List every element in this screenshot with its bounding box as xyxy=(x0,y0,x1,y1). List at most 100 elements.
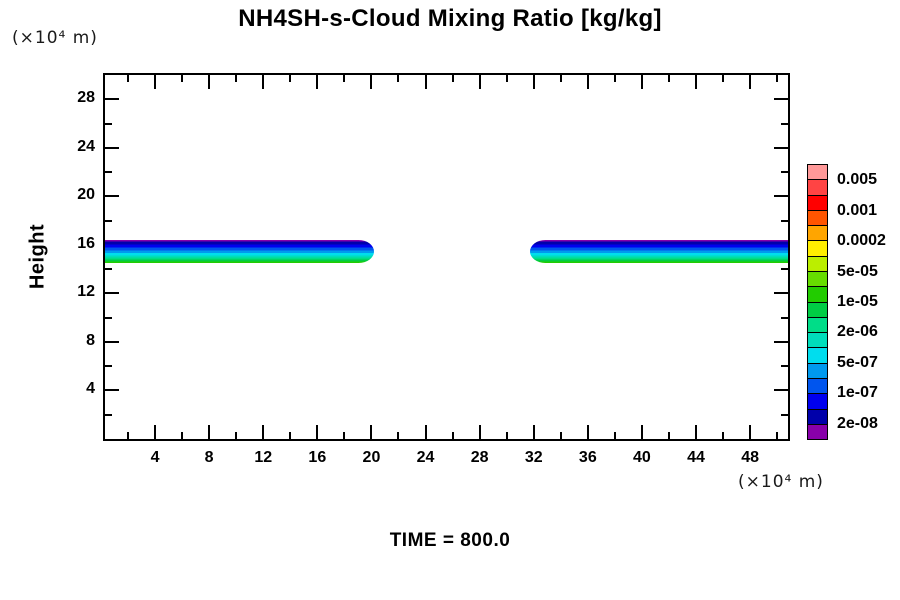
y-major-tick xyxy=(105,195,119,198)
y-minor-tick-right xyxy=(781,413,788,416)
x-tick-label: 4 xyxy=(150,449,160,466)
x-major-tick-top xyxy=(154,75,157,89)
x-major-tick xyxy=(370,425,373,439)
x-major-tick-top xyxy=(532,75,535,89)
x-major-tick-top xyxy=(478,75,481,89)
colorbar-label: 5e-07 xyxy=(837,353,878,371)
x-minor-tick xyxy=(181,432,184,439)
colorbar-cell xyxy=(808,241,827,257)
colorbar-cell xyxy=(808,348,827,364)
x-major-tick xyxy=(424,425,427,439)
x-tick-label: 16 xyxy=(308,449,327,466)
y-minor-tick-right xyxy=(781,316,788,319)
y-axis-label: Height xyxy=(26,223,49,290)
y-minor-tick-right xyxy=(781,365,788,368)
colorbar-cell xyxy=(808,302,827,318)
colorbar-label: 1e-07 xyxy=(837,384,878,402)
x-major-tick-top xyxy=(640,75,643,89)
x-tick-label: 36 xyxy=(578,449,597,466)
x-tick-label: 12 xyxy=(254,449,273,466)
x-tick-label: 20 xyxy=(362,449,381,466)
x-tick-label: 32 xyxy=(524,449,543,466)
x-minor-tick-top xyxy=(343,75,346,82)
colorbar-cell xyxy=(808,195,827,211)
colorbar-label: 2e-06 xyxy=(837,323,878,341)
x-minor-tick xyxy=(126,432,129,439)
colorbar-cell xyxy=(808,165,827,181)
x-minor-tick-top xyxy=(397,75,400,82)
x-major-tick xyxy=(316,425,319,439)
colorbar-cell xyxy=(808,333,827,349)
y-tick-label: 16 xyxy=(77,234,95,252)
right-cloud-band xyxy=(529,240,788,264)
chart-title: NH4SH-s-Cloud Mixing Ratio [kg/kg] xyxy=(238,5,662,32)
x-tick-label: 28 xyxy=(470,449,489,466)
x-minor-tick xyxy=(776,432,779,439)
x-major-tick-top xyxy=(316,75,319,89)
y-tick-label: 28 xyxy=(77,89,95,107)
y-major-tick xyxy=(105,389,119,392)
x-minor-tick-top xyxy=(722,75,725,82)
colorbar-label: 0.005 xyxy=(837,171,878,189)
x-major-tick xyxy=(478,425,481,439)
x-tick-label: 48 xyxy=(741,449,760,466)
y-major-tick-right xyxy=(774,340,788,343)
x-major-tick-top xyxy=(424,75,427,89)
x-minor-tick-top xyxy=(289,75,292,82)
x-major-tick xyxy=(749,425,752,439)
x-axis-unit-label: (×10⁴ m) xyxy=(738,472,824,492)
y-minor-tick xyxy=(105,316,112,319)
colorbar xyxy=(807,164,828,440)
x-tick-label: 8 xyxy=(204,449,214,466)
colorbar-cell xyxy=(808,363,827,379)
colorbar-cell xyxy=(808,317,827,334)
x-major-tick xyxy=(586,425,589,439)
x-minor-tick xyxy=(505,432,508,439)
colorbar-cell xyxy=(808,424,827,440)
x-major-tick-top xyxy=(370,75,373,89)
y-tick-label: 8 xyxy=(86,331,95,349)
x-major-tick xyxy=(208,425,211,439)
colorbar-label: 2e-08 xyxy=(837,414,878,432)
x-tick-label: 40 xyxy=(633,449,651,466)
x-tick-label: 24 xyxy=(416,449,435,466)
colorbar-label: 0.0002 xyxy=(837,232,886,250)
colorbar-cell xyxy=(808,256,827,272)
y-minor-tick xyxy=(105,171,112,174)
x-minor-tick-top xyxy=(776,75,779,82)
x-minor-tick-top xyxy=(126,75,129,82)
y-major-tick-right xyxy=(774,292,788,295)
x-minor-tick xyxy=(343,432,346,439)
left-cloud-band xyxy=(105,240,375,264)
x-major-tick-top xyxy=(586,75,589,89)
x-major-tick-top xyxy=(208,75,211,89)
x-minor-tick-top xyxy=(505,75,508,82)
colorbar-cell xyxy=(808,226,827,242)
colorbar-cell xyxy=(808,287,827,303)
x-major-tick-top xyxy=(695,75,698,89)
x-minor-tick xyxy=(235,432,238,439)
y-major-tick-right xyxy=(774,146,788,149)
colorbar-cell xyxy=(808,378,827,395)
x-minor-tick xyxy=(289,432,292,439)
x-major-tick-top xyxy=(262,75,265,89)
x-minor-tick xyxy=(559,432,562,439)
plot-area: 4 8 12 16 20 24 28 32 36 40 44 48 4 8 12 16 20 24 28 xyxy=(77,73,790,466)
x-major-tick xyxy=(695,425,698,439)
y-tick-label: 12 xyxy=(77,283,95,301)
y-axis-unit-label: (×10⁴ m) xyxy=(12,28,98,48)
y-major-tick xyxy=(105,340,119,343)
x-minor-tick xyxy=(397,432,400,439)
colorbar-label: 5e-05 xyxy=(837,262,878,280)
colorbar-label: 1e-05 xyxy=(837,293,878,310)
y-major-tick-right xyxy=(774,389,788,392)
colorbar-cell xyxy=(808,210,827,227)
y-minor-tick xyxy=(105,268,112,271)
x-minor-tick xyxy=(722,432,725,439)
x-minor-tick-top xyxy=(667,75,670,82)
colorbar-cell xyxy=(808,180,827,196)
x-minor-tick xyxy=(613,432,616,439)
x-major-tick xyxy=(640,425,643,439)
x-minor-tick xyxy=(667,432,670,439)
